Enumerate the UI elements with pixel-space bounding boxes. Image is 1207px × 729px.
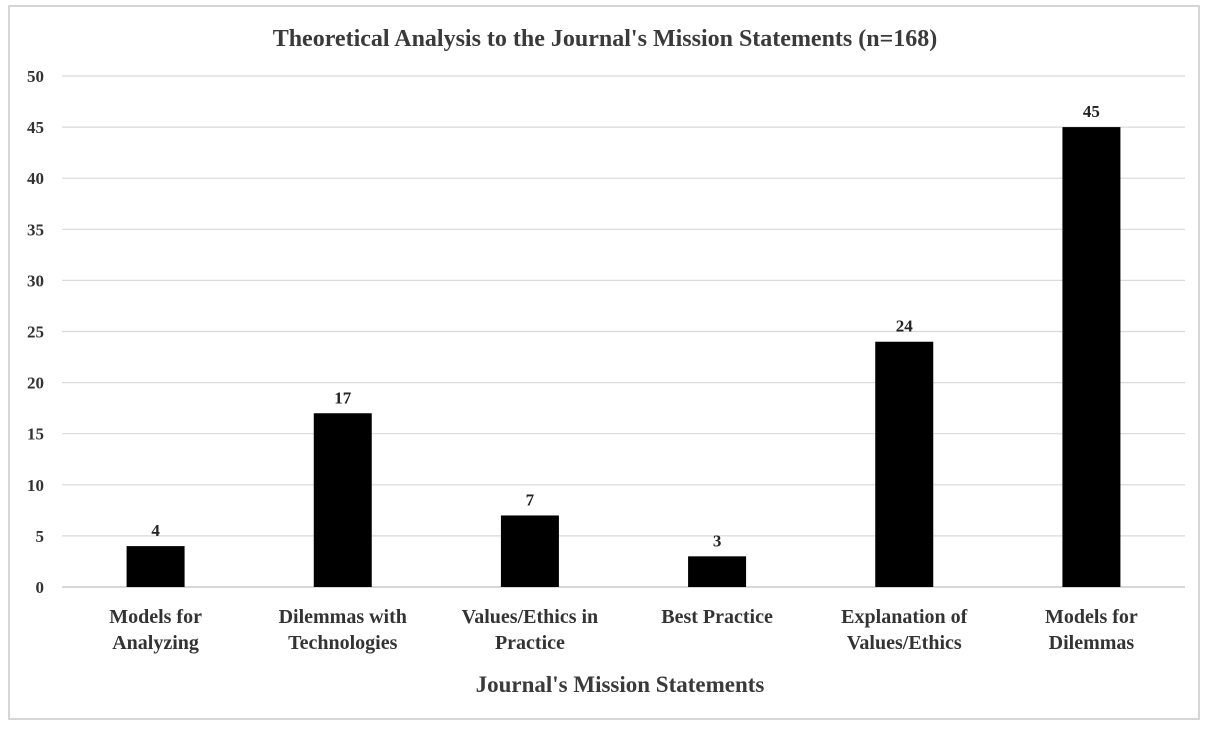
y-tick-label: 20: [27, 374, 44, 393]
category-label: Technologies: [288, 632, 397, 654]
bar: [500, 515, 559, 587]
bar: [688, 556, 747, 587]
y-tick-label: 10: [27, 476, 44, 495]
y-tick-label: 50: [27, 67, 44, 86]
data-label: 4: [151, 521, 160, 540]
data-label: 3: [713, 531, 722, 550]
bars: [126, 127, 1121, 587]
data-label: 17: [334, 388, 352, 407]
y-tick-label: 40: [27, 169, 44, 188]
y-tick-label: 0: [36, 578, 45, 597]
x-axis-title: Journal's Mission Statements: [476, 672, 765, 697]
chart-title: Theoretical Analysis to the Journal's Mi…: [273, 26, 938, 52]
y-tick-label: 25: [27, 323, 44, 342]
gridlines: [62, 75, 1185, 588]
category-label: Models for: [109, 606, 202, 628]
bar: [875, 341, 934, 587]
category-label: Practice: [495, 632, 565, 654]
category-label: Dilemmas: [1049, 632, 1135, 654]
category-label: Dilemmas with: [279, 606, 407, 628]
bar: [126, 546, 185, 587]
y-tick-label: 30: [27, 271, 44, 290]
category-label: Analyzing: [112, 632, 199, 654]
data-label: 7: [526, 490, 535, 509]
y-tick-label: 15: [27, 425, 44, 444]
bar: [313, 413, 372, 587]
chart-border: [8, 5, 1200, 720]
category-label: Values/Ethics in: [462, 606, 599, 628]
y-tick-label: 45: [27, 118, 44, 137]
data-label: 45: [1083, 102, 1100, 121]
category-label: Values/Ethics: [847, 632, 962, 654]
y-tick-label: 35: [27, 220, 44, 239]
category-label: Models for: [1045, 606, 1138, 628]
category-label: Best Practice: [661, 606, 773, 628]
data-label: 24: [896, 317, 914, 336]
category-label: Explanation of: [841, 606, 967, 628]
bar: [1062, 127, 1121, 587]
x-axis-categories: Models for Analyzing Dilemmas with Technolo…: [109, 606, 1138, 654]
data-labels: 4 17 7 3 24 45: [151, 102, 1100, 550]
y-axis-ticks: 0 5 10 15 20 25 30 35 40 45 50: [27, 67, 44, 597]
y-tick-label: 5: [36, 527, 45, 546]
